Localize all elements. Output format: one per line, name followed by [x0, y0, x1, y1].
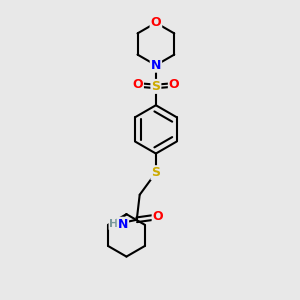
Text: H: H	[110, 219, 119, 229]
Text: O: O	[151, 16, 161, 29]
Text: N: N	[118, 218, 128, 231]
Text: O: O	[153, 210, 163, 223]
Text: S: S	[152, 166, 160, 179]
Text: N: N	[151, 59, 161, 72]
Text: O: O	[169, 78, 179, 92]
Text: O: O	[132, 78, 143, 92]
Text: S: S	[152, 80, 160, 93]
